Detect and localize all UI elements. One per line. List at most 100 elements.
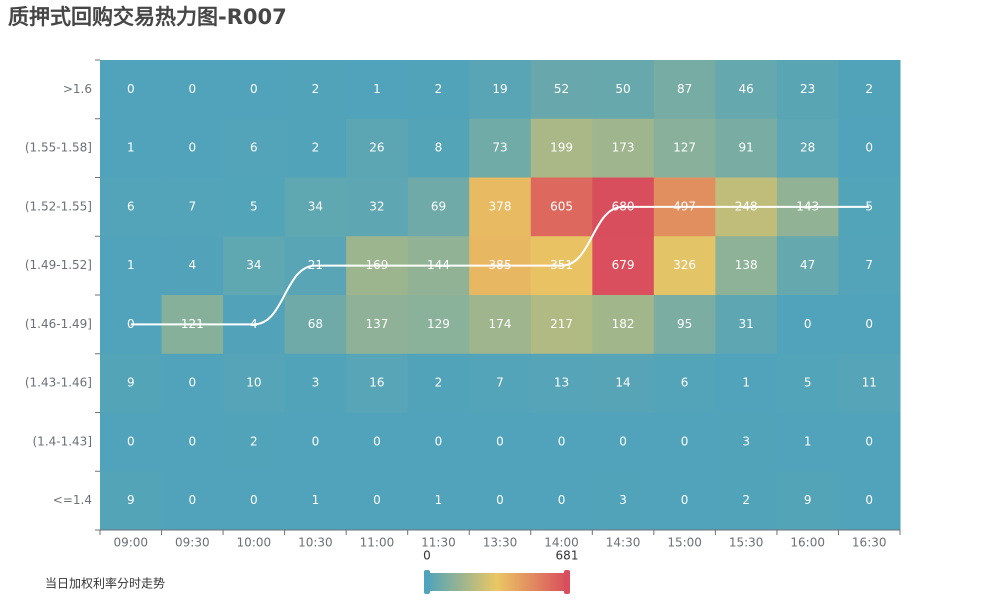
heat-cell [715,236,778,296]
heat-cell [653,471,716,531]
heat-cell [838,118,901,178]
heat-cell [407,60,470,120]
heat-cell [653,118,716,178]
heat-cell [715,353,778,413]
cell-label: 46 [739,82,754,96]
x-tick-label: 16:00 [790,536,825,550]
cell-label: 0 [188,376,196,390]
cell-label: 5 [250,199,258,213]
cell-label: 0 [865,141,873,155]
heat-cell [346,177,409,237]
cell-label: 0 [558,493,566,507]
cell-label: 0 [188,434,196,448]
cell-label: 50 [615,82,630,96]
cell-label: 0 [865,493,873,507]
heat-cell [284,471,347,531]
heat-cell [284,353,347,413]
y-tick-label: (1.43-1.46] [25,376,92,390]
heat-cell [469,353,532,413]
x-tick-label: 10:00 [237,536,272,550]
cell-label: 0 [188,82,196,96]
heat-cell [838,236,901,296]
cell-label: 0 [804,317,812,331]
heat-cell [223,412,286,472]
cell-label: 1 [373,82,381,96]
heat-cell [223,236,286,296]
cell-label: 0 [188,141,196,155]
cell-label: 9 [127,493,135,507]
cell-label: 127 [673,141,696,155]
heat-cell [838,471,901,531]
cell-label: 16 [369,376,384,390]
cell-label: 679 [612,258,635,272]
trend-line [130,205,870,326]
heat-cell [715,412,778,472]
heat-cell [223,177,286,237]
heat-cell [284,60,347,120]
heat-cell [776,471,839,531]
legend-label: 当日加权利率分时走势 [45,576,165,591]
cell-label: 52 [554,82,569,96]
cell-label: 6 [127,199,135,213]
cell-label: 2 [865,82,873,96]
x-tick-label: 16:30 [852,536,887,550]
heat-cell [592,118,655,178]
cell-label: 0 [312,434,320,448]
heat-cell [592,471,655,531]
heat-cell [100,118,163,178]
heat-cell [530,60,593,120]
heat-cell [161,353,224,413]
heat-cell [100,471,163,531]
chart-title: 质押式回购交易热力图-R007 [8,5,287,29]
cell-label: 7 [496,376,504,390]
heat-cell [530,295,593,355]
cell-label: 6 [250,141,258,155]
x-tick-label: 14:00 [544,536,579,550]
cell-label: 4 [188,258,196,272]
heat-cell [653,353,716,413]
cell-label: 8 [435,141,443,155]
cell-label: 199 [550,141,573,155]
heat-cell [838,412,901,472]
cell-label: 91 [739,141,754,155]
heat-cell [161,471,224,531]
heat-cell [592,353,655,413]
cell-label: 0 [127,434,135,448]
cell-label: 31 [739,317,754,331]
heat-cell [776,295,839,355]
y-tick-label: (1.46-1.49] [25,317,92,331]
x-tick-label: 09:00 [113,536,148,550]
cell-label: 95 [677,317,692,331]
x-tick-label: 09:30 [175,536,210,550]
visual-map-min: 0 [423,549,431,563]
x-tick-label: 15:30 [729,536,764,550]
cell-label: 2 [435,82,443,96]
heat-cell [653,60,716,120]
heat-cell [653,412,716,472]
cell-label: 1 [312,493,320,507]
heat-cell [407,295,470,355]
cell-label: 26 [369,141,384,155]
heat-cell [223,118,286,178]
cell-label: 14 [615,376,630,390]
heat-cell [530,412,593,472]
cell-label: 129 [427,317,450,331]
heat-cell [100,412,163,472]
heat-cell [715,471,778,531]
y-tick-label: >1.6 [63,82,92,96]
cell-label: 1 [742,376,750,390]
cell-label: 87 [677,82,692,96]
cell-label: 73 [492,141,507,155]
cell-label: 0 [188,493,196,507]
cell-label: 34 [308,199,323,213]
cell-label: 137 [365,317,388,331]
cell-label: 0 [865,434,873,448]
heat-cell [284,295,347,355]
heat-cell [530,177,593,237]
heat-cell [776,353,839,413]
heat-cell [530,471,593,531]
heat-cell [100,60,163,120]
cell-label: 0 [496,493,504,507]
y-tick-label: (1.52-1.55] [25,199,92,213]
